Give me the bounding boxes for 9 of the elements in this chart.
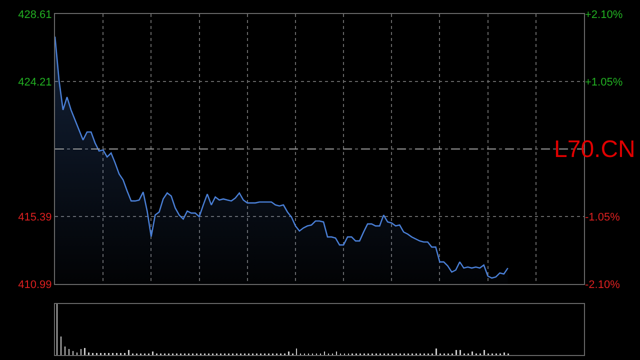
y-tick-label: 428.61 xyxy=(18,8,52,21)
y-tick-label: 415.39 xyxy=(18,211,52,224)
y2-tick-label: +1.05% xyxy=(585,76,623,88)
y-tick-label: 424.21 xyxy=(18,76,52,88)
y2-tick-label: -2.10% xyxy=(585,278,620,291)
y2-tick-label: +2.10% xyxy=(585,8,623,21)
y-tick-label: 410.99 xyxy=(18,278,52,291)
annotation: L70.CN xyxy=(554,136,636,163)
y2-tick-label: -1.05% xyxy=(585,211,620,224)
